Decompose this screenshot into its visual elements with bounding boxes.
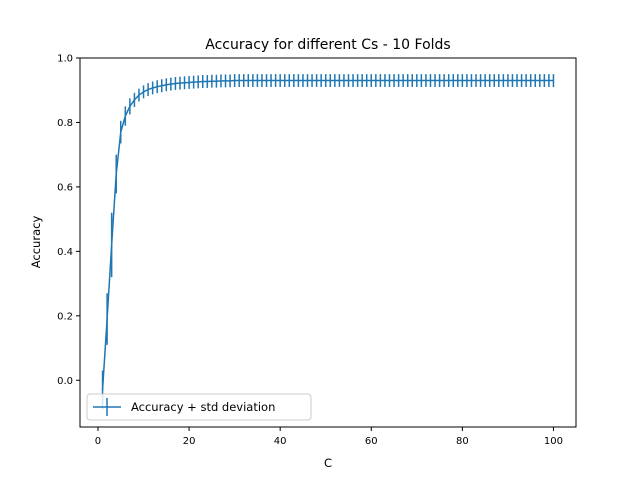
axes-frame <box>79 57 577 428</box>
y-tick-label: 0.4 <box>57 247 73 258</box>
series-layer <box>101 74 555 410</box>
chart-title: Accuracy for different Cs - 10 Folds <box>205 37 450 53</box>
x-axis: 0 20 40 60 80 100 <box>95 427 563 447</box>
legend-box <box>86 393 312 421</box>
y-axis: 0.0 0.2 0.4 0.6 0.8 1.0 <box>57 54 80 387</box>
y-axis-label: Accuracy <box>29 216 43 269</box>
series-line <box>101 79 554 390</box>
x-axis-label: C <box>324 456 332 470</box>
y-tick-label: 1.0 <box>57 54 73 65</box>
x-tick-label: 80 <box>456 436 469 447</box>
y-tick-label: 0.6 <box>57 182 73 193</box>
plot-area <box>79 57 577 428</box>
legend-label: Accuracy + std deviation <box>131 400 275 414</box>
y-tick-label: 0.0 <box>57 376 73 387</box>
x-tick-label: 0 <box>95 436 101 447</box>
legend: Accuracy + std deviation <box>86 393 312 421</box>
y-tick-label: 0.2 <box>57 311 73 322</box>
x-tick-label: 40 <box>274 436 287 447</box>
x-tick-label: 20 <box>183 436 196 447</box>
x-tick-label: 100 <box>544 436 563 447</box>
x-tick-label: 60 <box>365 436 378 447</box>
y-tick-label: 0.8 <box>57 118 73 129</box>
